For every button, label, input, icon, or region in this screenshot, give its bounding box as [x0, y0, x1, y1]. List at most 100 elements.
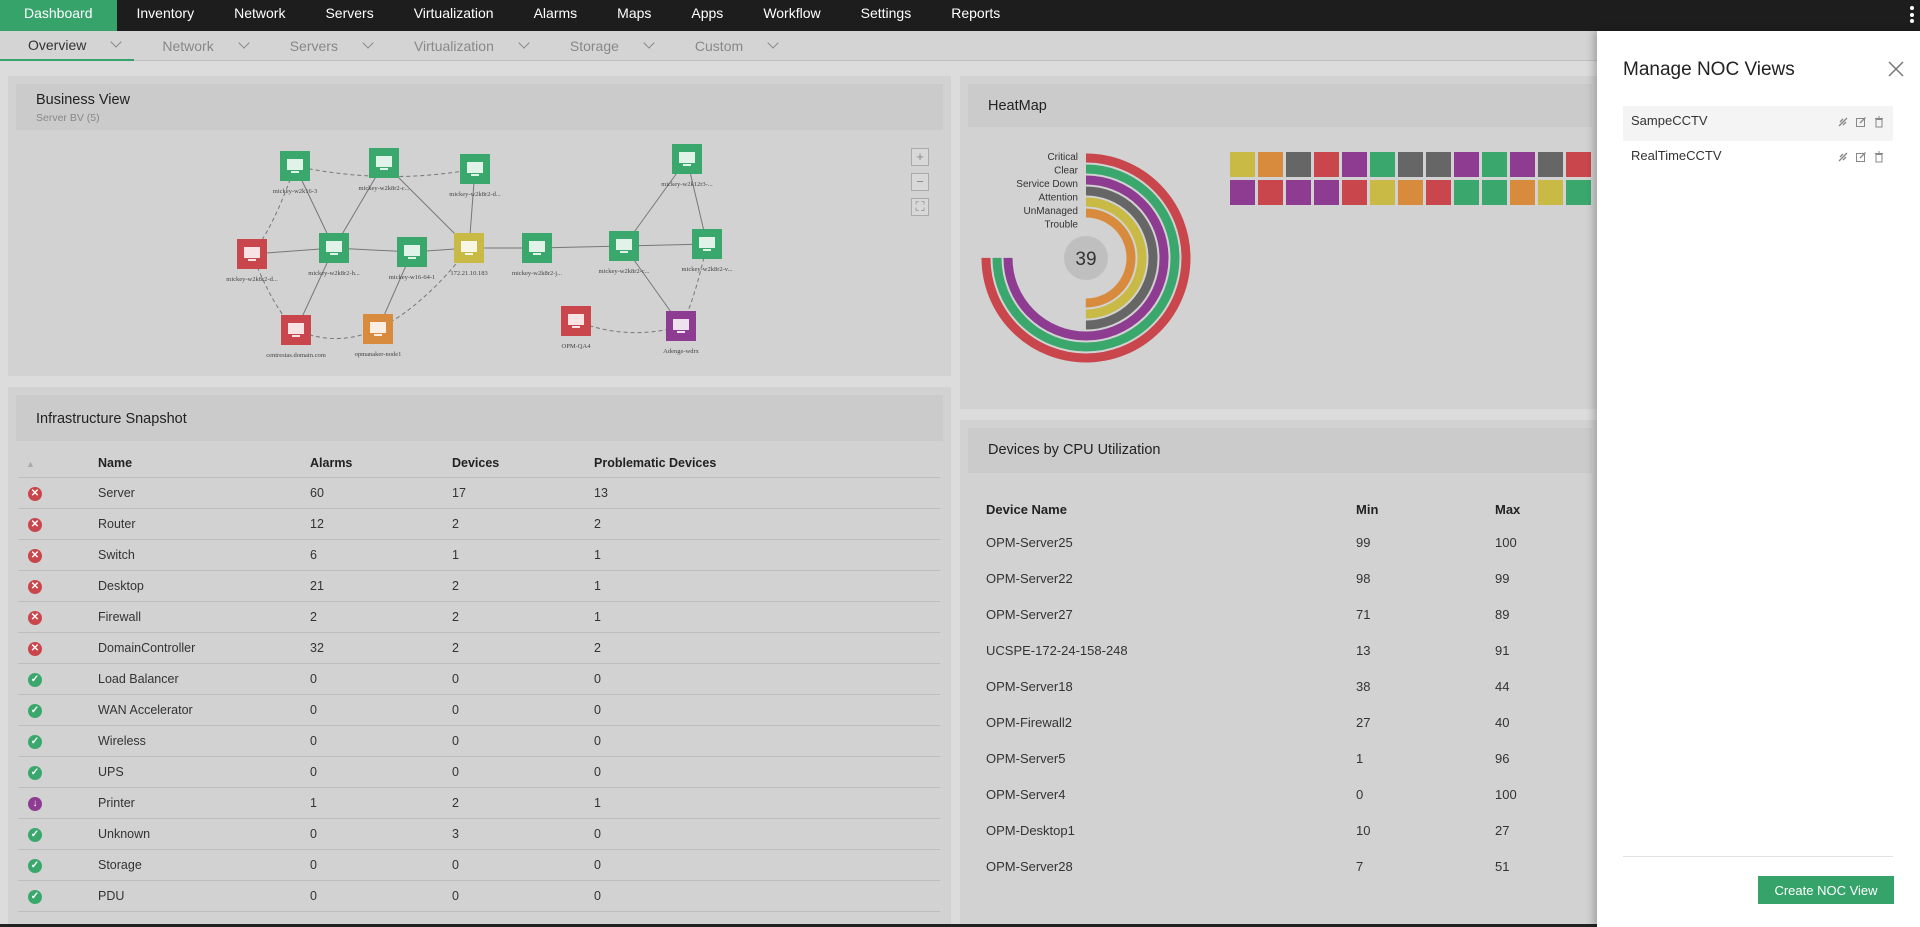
table-row[interactable]: ✕ DomainController 32 2 2 [18, 632, 940, 664]
heatmap-cell[interactable] [1258, 180, 1283, 205]
delete-icon[interactable] [1873, 151, 1885, 163]
table-row[interactable]: ✓ Storage 0 0 0 [18, 849, 940, 881]
nav-apps[interactable]: Apps [691, 5, 724, 21]
heatmap-cell[interactable] [1454, 180, 1479, 205]
noc-view-name[interactable]: SampeCCTV [1631, 113, 1708, 128]
heatmap-cell[interactable] [1482, 152, 1507, 177]
name-cell[interactable]: Server [98, 477, 310, 509]
map-node-monitor-icon[interactable]: mickey-w2k8r2-v... [681, 229, 733, 273]
heatmap-cell[interactable] [1426, 152, 1451, 177]
name-cell[interactable]: Wireless [98, 725, 310, 757]
nav-dashboard[interactable]: Dashboard [0, 0, 117, 31]
alarms-cell[interactable]: 12 [310, 508, 452, 540]
subnav-servers[interactable]: Servers [262, 31, 386, 61]
nav-virtualization[interactable]: Virtualization [413, 5, 494, 21]
name-cell[interactable]: Switch [98, 539, 310, 571]
devices-cell[interactable]: 0 [452, 849, 594, 881]
sort-icon[interactable]: ▲ [18, 449, 98, 478]
device-name-cell[interactable]: OPM-Server27 [986, 606, 1073, 622]
link-icon[interactable] [1837, 151, 1849, 163]
heatmap-cell[interactable] [1398, 180, 1423, 205]
table-row[interactable]: ✓ Wireless 0 0 0 [18, 725, 940, 757]
problematic-cell[interactable]: 1 [594, 570, 940, 602]
problematic-cell[interactable]: 0 [594, 880, 940, 912]
heatmap-cell[interactable] [1342, 180, 1367, 205]
alarms-cell[interactable]: 21 [310, 570, 452, 602]
heatmap-cell[interactable] [1566, 152, 1591, 177]
table-row[interactable]: ✕ Switch 6 1 1 [18, 539, 940, 571]
subnav-overview[interactable]: Overview [0, 31, 135, 61]
chevron-down-icon[interactable] [238, 37, 250, 49]
device-name-cell[interactable]: OPM-Server28 [986, 858, 1073, 874]
table-row[interactable]: OPM-Firewall2 27 40 [986, 704, 1596, 740]
table-row[interactable]: ↓ Printer 1 2 1 [18, 787, 940, 819]
heatmap-cell[interactable] [1482, 180, 1507, 205]
problematic-cell[interactable]: 13 [594, 477, 940, 509]
map-node-windows-icon[interactable]: mickey-w2k8r2-j... [512, 233, 562, 277]
heatmap-ring[interactable] [1014, 186, 1158, 330]
chevron-down-icon[interactable] [767, 37, 779, 49]
subnav-storage[interactable]: Storage [542, 31, 667, 61]
problematic-cell[interactable]: 0 [594, 694, 940, 726]
heatmap-ring[interactable] [1003, 175, 1169, 341]
table-row[interactable]: ✓ PDU 0 0 0 [18, 880, 940, 912]
heatmap-cell[interactable] [1258, 152, 1283, 177]
table-row[interactable]: ✓ Unknown 0 3 0 [18, 818, 940, 850]
noc-view-name[interactable]: RealTimeCCTV [1631, 148, 1722, 163]
name-cell[interactable]: Load Balancer [98, 663, 310, 695]
subnav-network[interactable]: Network [134, 31, 261, 61]
heatmap-cell[interactable] [1398, 152, 1423, 177]
table-row[interactable]: OPM-Desktop1 10 27 [986, 812, 1596, 848]
heatmap-cell[interactable] [1230, 180, 1255, 205]
subnav-custom[interactable]: Custom [667, 31, 791, 61]
map-node-phone-icon[interactable]: mickey-w2k16-3 [273, 151, 317, 195]
devices-cell[interactable]: 0 [452, 663, 594, 695]
map-node-windows-icon[interactable]: mickey-w2k8r2-d... [226, 239, 278, 283]
problematic-cell[interactable]: 1 [594, 787, 940, 819]
name-cell[interactable]: Printer [98, 787, 310, 819]
devices-cell[interactable]: 0 [452, 756, 594, 788]
zoom-in-button[interactable]: + [911, 148, 929, 166]
table-row[interactable]: OPM-Server18 38 44 [986, 668, 1596, 704]
problematic-cell[interactable]: 1 [594, 539, 940, 571]
devices-cell[interactable]: 0 [452, 880, 594, 912]
nav-inventory[interactable]: Inventory [136, 5, 195, 21]
device-name-cell[interactable]: OPM-Desktop1 [986, 822, 1075, 838]
heatmap-cell[interactable] [1342, 152, 1367, 177]
table-row[interactable]: OPM-Server4 0 100 [986, 776, 1596, 812]
nav-workflow[interactable]: Workflow [763, 5, 821, 21]
name-cell[interactable]: Firewall [98, 601, 310, 633]
heatmap-cell[interactable] [1566, 180, 1591, 205]
map-node-monitor-icon[interactable]: mickey-w2k8r2-d... [449, 154, 501, 198]
alarms-cell[interactable]: 0 [310, 818, 452, 850]
alarms-cell[interactable]: 2 [310, 601, 452, 633]
table-row[interactable]: ✕ Firewall 2 2 1 [18, 601, 940, 633]
table-row[interactable]: UCSPE-172-24-158-248 13 91 [986, 632, 1596, 668]
nav-reports[interactable]: Reports [951, 5, 1001, 21]
table-row[interactable]: ✕ Desktop 21 2 1 [18, 570, 940, 602]
nav-alarms[interactable]: Alarms [533, 5, 578, 21]
table-row[interactable]: OPM-Server25 99 100 [986, 524, 1596, 560]
name-cell[interactable]: UPS [98, 756, 310, 788]
name-cell[interactable]: PDU [98, 880, 310, 912]
edit-icon[interactable] [1855, 116, 1867, 128]
link-icon[interactable] [1837, 116, 1849, 128]
map-node-phone-icon[interactable]: mickey-w2k8r2-c... [598, 231, 650, 275]
nav-servers[interactable]: Servers [325, 5, 374, 21]
map-node-monitor-icon[interactable]: Adenge-wdrx [663, 311, 700, 355]
alarms-cell[interactable]: 60 [310, 477, 452, 509]
chevron-down-icon[interactable] [518, 37, 530, 49]
devices-cell[interactable]: 2 [452, 508, 594, 540]
business-view-map[interactable]: mickey-w2k16-3 mickey-w2k8r2-c... mickey-w… [8, 76, 951, 376]
map-node-phone-icon[interactable]: mickey-w2k8r2-h... [308, 233, 360, 277]
map-node-monitor-icon[interactable]: mickey-w2k12r3-... [661, 144, 713, 188]
device-name-cell[interactable]: OPM-Server4 [986, 786, 1066, 802]
column-devices[interactable]: Devices [452, 449, 594, 478]
device-name-cell[interactable]: OPM-Server18 [986, 678, 1073, 694]
column-alarms[interactable]: Alarms [310, 449, 452, 478]
table-row[interactable]: OPM-Server28 7 51 [986, 848, 1596, 884]
table-row[interactable]: OPM-Server27 71 89 [986, 596, 1596, 632]
table-row[interactable]: ✓ WAN Accelerator 0 0 0 [18, 694, 940, 726]
heatmap-cell[interactable] [1286, 152, 1311, 177]
nav-settings[interactable]: Settings [860, 5, 912, 21]
